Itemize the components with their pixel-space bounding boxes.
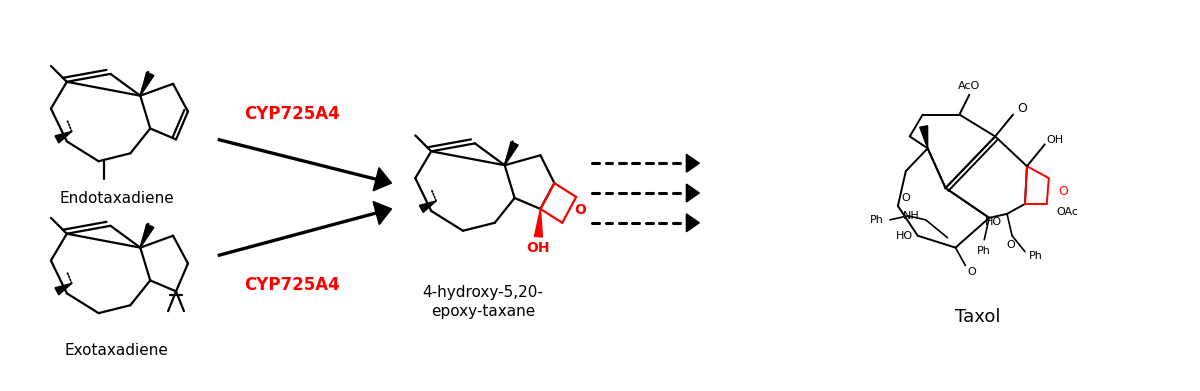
- Text: O: O: [1018, 102, 1027, 115]
- Text: CYP725A4: CYP725A4: [245, 276, 341, 294]
- Text: CYP725A4: CYP725A4: [245, 104, 341, 123]
- Text: OH: OH: [527, 241, 550, 255]
- Text: OAc: OAc: [1057, 207, 1079, 217]
- Polygon shape: [140, 224, 154, 248]
- Text: OH: OH: [1046, 135, 1064, 145]
- Text: Exotaxadiene: Exotaxadiene: [65, 343, 168, 358]
- Polygon shape: [420, 201, 436, 212]
- Polygon shape: [534, 209, 542, 237]
- Text: O: O: [901, 193, 910, 203]
- Polygon shape: [505, 142, 518, 165]
- Polygon shape: [686, 154, 700, 172]
- Text: Ph: Ph: [977, 246, 991, 256]
- Text: O: O: [1007, 240, 1015, 250]
- Text: HO: HO: [985, 217, 1002, 227]
- Text: Ph: Ph: [1028, 251, 1043, 260]
- Text: AcO: AcO: [959, 81, 980, 91]
- Text: O: O: [967, 267, 976, 278]
- Polygon shape: [373, 201, 391, 224]
- Text: Endotaxadiene: Endotaxadiene: [59, 191, 174, 206]
- Text: HO: HO: [895, 231, 913, 241]
- Polygon shape: [919, 126, 928, 148]
- Polygon shape: [686, 184, 700, 202]
- Polygon shape: [55, 283, 72, 295]
- Text: Ph: Ph: [870, 215, 884, 225]
- Text: O: O: [574, 203, 586, 217]
- Text: 4-hydroxy-5,20-
epoxy-taxane: 4-hydroxy-5,20- epoxy-taxane: [422, 285, 544, 319]
- Text: O: O: [1058, 185, 1068, 197]
- Polygon shape: [686, 214, 700, 232]
- Text: Taxol: Taxol: [954, 308, 1000, 326]
- Polygon shape: [373, 168, 391, 191]
- Polygon shape: [55, 131, 72, 143]
- Polygon shape: [140, 72, 154, 96]
- Text: NH: NH: [902, 211, 919, 221]
